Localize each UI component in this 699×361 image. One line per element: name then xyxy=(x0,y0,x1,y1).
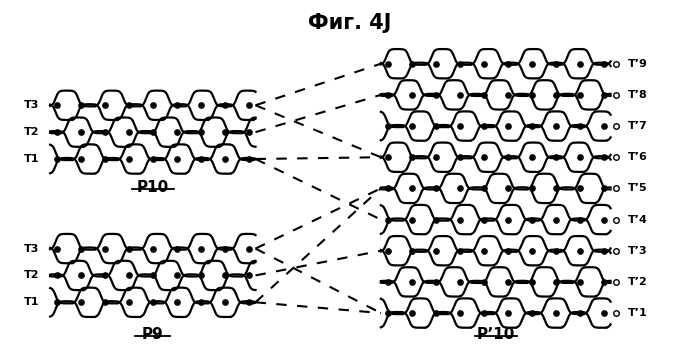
Text: P’10: P’10 xyxy=(477,327,515,342)
Text: Фиг. 4J: Фиг. 4J xyxy=(308,13,391,33)
Text: T’9: T’9 xyxy=(628,59,648,69)
Text: P10: P10 xyxy=(137,180,169,195)
Text: T’4: T’4 xyxy=(628,214,648,225)
Text: T’5: T’5 xyxy=(628,183,647,193)
Text: T3: T3 xyxy=(24,100,40,110)
Text: T2: T2 xyxy=(24,127,40,137)
Text: T’8: T’8 xyxy=(628,90,648,100)
Text: T’6: T’6 xyxy=(628,152,648,162)
Text: T’7: T’7 xyxy=(628,121,648,131)
Text: T3: T3 xyxy=(24,244,40,253)
Text: T1: T1 xyxy=(24,297,40,307)
Text: T2: T2 xyxy=(24,270,40,280)
Text: P9: P9 xyxy=(142,327,164,342)
Text: T1: T1 xyxy=(24,154,40,164)
Text: T’1: T’1 xyxy=(628,308,648,318)
Text: T’2: T’2 xyxy=(628,277,648,287)
Text: T’3: T’3 xyxy=(628,246,647,256)
